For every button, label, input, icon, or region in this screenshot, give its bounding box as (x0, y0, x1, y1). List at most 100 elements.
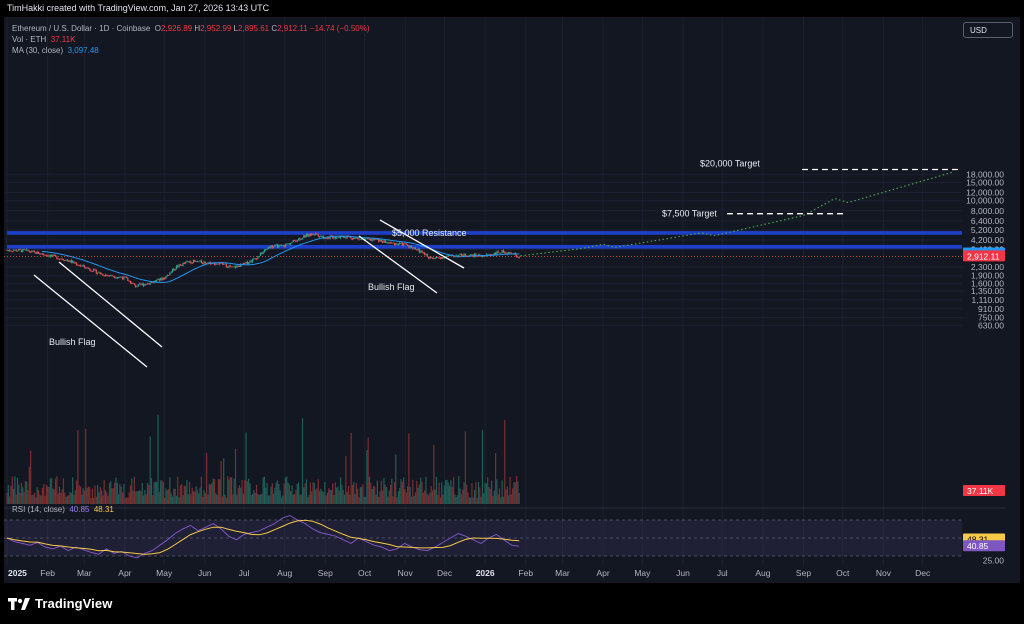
volume-bar (497, 494, 499, 504)
volume-bar (103, 480, 105, 504)
candle-body (26, 249, 28, 251)
candle-body (49, 255, 51, 257)
volume-bar (124, 497, 126, 504)
volume-bar (456, 495, 459, 504)
candle-body (148, 283, 150, 285)
candle-body (376, 238, 378, 240)
volume-bar (250, 495, 252, 504)
volume-bar (185, 486, 187, 504)
candle-body (227, 267, 229, 268)
candle-body (414, 247, 417, 250)
candle-body (357, 237, 359, 239)
currency-button[interactable]: USD (963, 22, 1013, 38)
price-tick-label: 8,000.00 (971, 206, 1004, 216)
candle-body (320, 236, 322, 238)
top-bar: TimHakki created with TradingView.com, J… (0, 0, 1024, 17)
candle-body (142, 283, 145, 286)
volume-bar (508, 495, 510, 504)
volume-bar (403, 477, 405, 504)
candle-body (333, 236, 335, 239)
volume-bar (282, 495, 284, 504)
candle-body (498, 252, 501, 254)
volume-bar (485, 483, 487, 504)
volume-bar (223, 458, 225, 504)
candle-body (420, 250, 422, 253)
volume-bar (177, 476, 179, 504)
candle-body (421, 250, 423, 253)
price-axis: 18,000.0015,000.0012,000.0010,000.008,00… (963, 169, 1005, 496)
chart-frame[interactable]: $5,000 Resistance Bullish Flag Bullish Fla… (4, 17, 1020, 583)
candle-body (408, 245, 410, 248)
volume-bar (336, 487, 338, 504)
time-tick-label: Feb (518, 568, 533, 578)
volume-bar (470, 497, 472, 504)
volume-bar (161, 480, 163, 504)
candle-body (463, 253, 465, 257)
volume-bar (473, 490, 476, 504)
volume-bar (152, 495, 154, 504)
volume-bar (56, 476, 58, 504)
candle-body (253, 258, 255, 260)
tradingview-logo[interactable]: TradingView (8, 596, 112, 611)
volume-bar (270, 486, 272, 504)
volume-bar (297, 482, 300, 504)
candle-body (57, 258, 59, 260)
candle-body (182, 263, 184, 266)
volume-bar (35, 497, 37, 504)
candle-body (374, 239, 376, 240)
price-tick-label: 15,000.00 (966, 177, 1004, 187)
candle-body (422, 252, 424, 254)
volume-bar (263, 476, 266, 504)
volume-bar (220, 461, 222, 504)
candle-body (351, 238, 354, 240)
candle-body (366, 238, 368, 240)
candle-body (81, 265, 83, 267)
price-chart-svg[interactable]: $5,000 Resistance Bullish Flag Bullish Fla… (4, 17, 1020, 583)
candle-body (213, 262, 216, 265)
candle-body (125, 277, 128, 279)
candle-body (106, 274, 108, 276)
volume-bar (129, 485, 132, 504)
volume-bar (146, 482, 149, 504)
candle-body (384, 240, 386, 243)
volume-bar (89, 487, 91, 504)
candle-body (393, 243, 396, 246)
candle-body (146, 283, 149, 285)
volume-bar (392, 496, 394, 504)
candle-body (336, 237, 338, 239)
volume-bar (73, 495, 75, 504)
candle-body (194, 260, 196, 262)
volume-bar (427, 495, 430, 504)
candle-body (181, 264, 183, 266)
volume-bar (253, 489, 255, 504)
candle-body (462, 255, 464, 257)
time-tick-label: Jun (198, 568, 212, 578)
volume-bar (362, 484, 364, 504)
flag-label: Bullish Flag (49, 337, 96, 347)
volume-bar (333, 494, 335, 504)
candle-body (324, 238, 326, 240)
volume-bar (399, 487, 401, 504)
time-tick-label: Dec (915, 568, 931, 578)
volume-bar (98, 492, 100, 504)
last-price-tag: 2,912.11 (967, 251, 1000, 261)
volume-bar (166, 490, 168, 504)
volume-bar (132, 490, 134, 504)
candle-body (265, 249, 267, 250)
volume-bar (249, 483, 251, 504)
volume-bar (374, 486, 376, 504)
candle-body (439, 257, 442, 259)
candle-body (114, 276, 116, 278)
volume-bar (510, 494, 512, 504)
candle-body (295, 240, 297, 242)
candle-body (234, 266, 237, 268)
candle-body (219, 262, 221, 265)
volume-bar (303, 487, 305, 504)
volume-bar (412, 479, 414, 504)
candle-body (216, 263, 218, 265)
flag-channel-line (358, 235, 438, 294)
candle-body (383, 240, 385, 243)
volume-bar (315, 489, 317, 504)
candle-body (230, 266, 233, 268)
candle-body (339, 236, 342, 238)
